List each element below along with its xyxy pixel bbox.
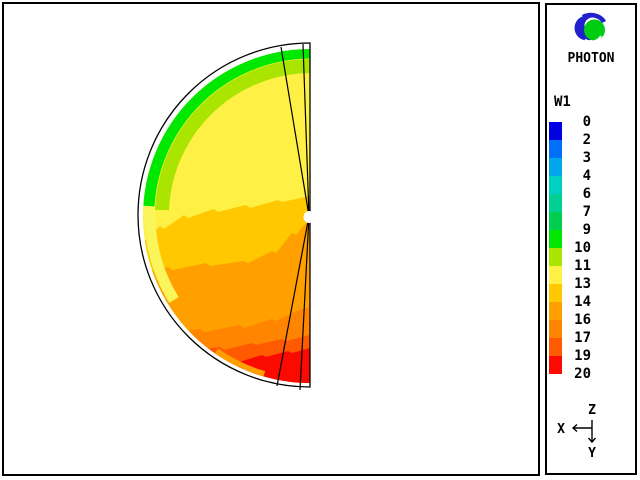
legend-swatch-12 bbox=[549, 338, 562, 356]
contour-band-9-10 bbox=[143, 49, 310, 207]
orientation-triad: Z X Y bbox=[547, 401, 635, 469]
legend-swatch-7 bbox=[549, 248, 562, 266]
legend-swatch-13 bbox=[549, 356, 562, 374]
legend-tick-2: 2 bbox=[582, 132, 591, 148]
legend-tick-0: 0 bbox=[582, 114, 591, 130]
legend-swatch-9 bbox=[549, 284, 562, 302]
legend-swatch-10 bbox=[549, 302, 562, 320]
legend-tick-14: 14 bbox=[574, 294, 591, 310]
side-panel: PHOTON W1 0 2 3 4 6 7 9 10 11 13 14 16 17 19 20 Z X Y bbox=[545, 3, 637, 475]
legend-tick-3: 3 bbox=[582, 150, 591, 166]
legend-swatch-4 bbox=[549, 194, 562, 212]
legend-tick-11: 11 bbox=[574, 258, 591, 274]
logo-green-ball bbox=[584, 19, 605, 41]
legend-swatch-5 bbox=[549, 212, 562, 230]
logo-blue-hook bbox=[581, 12, 607, 24]
axis-label-z: Z bbox=[588, 403, 596, 418]
legend-swatch-0 bbox=[549, 122, 562, 140]
legend-tick-17: 17 bbox=[574, 330, 591, 346]
photon-logo bbox=[571, 9, 611, 49]
legend-tick-9: 9 bbox=[582, 222, 591, 238]
center-marker-dot bbox=[303, 211, 315, 223]
y-axis-arrowhead bbox=[587, 437, 597, 444]
axis-label-x: X bbox=[557, 422, 565, 437]
legend-tick-16: 16 bbox=[574, 312, 591, 328]
semicircle-outline bbox=[137, 42, 311, 388]
legend-swatch-1 bbox=[549, 140, 562, 158]
legend-swatch-3 bbox=[549, 176, 562, 194]
legend-tick-7: 7 bbox=[582, 204, 591, 220]
legend-tick-13: 13 bbox=[574, 276, 591, 292]
legend-tick-6: 6 bbox=[582, 186, 591, 202]
legend-tick-10: 10 bbox=[574, 240, 591, 256]
legend-title: W1 bbox=[554, 94, 571, 110]
legend-tick-20: 20 bbox=[574, 366, 591, 382]
legend-tick-4: 4 bbox=[582, 168, 591, 184]
legend-swatch-2 bbox=[549, 158, 562, 176]
legend-swatch-11 bbox=[549, 320, 562, 338]
wedge-line-bottom-right bbox=[299, 215, 310, 391]
wedge-line-top-right bbox=[302, 43, 310, 217]
logo-white-swoosh bbox=[584, 35, 602, 43]
legend-tick-19: 19 bbox=[574, 348, 591, 364]
wedge-lines bbox=[276, 43, 310, 391]
contour-rim-band-orange bbox=[213, 348, 266, 379]
wedge-line-bottom-left bbox=[276, 215, 310, 387]
x-axis-arrowhead bbox=[571, 423, 578, 433]
contour-band-10-11 bbox=[155, 59, 310, 211]
legend-swatch-8 bbox=[549, 266, 562, 284]
legend-swatch-6 bbox=[549, 230, 562, 248]
wedge-line-top-left bbox=[280, 46, 310, 217]
brand-label: PHOTON bbox=[567, 51, 615, 66]
axis-label-y: Y bbox=[588, 446, 596, 461]
